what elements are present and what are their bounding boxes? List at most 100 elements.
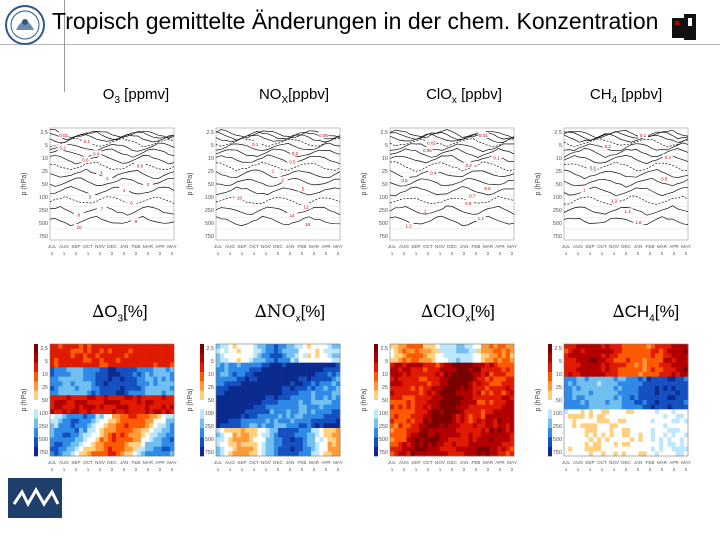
- heat-cell: [605, 372, 610, 377]
- heat-cell: [671, 432, 676, 438]
- heat-cell: [398, 386, 403, 391]
- heat-cell: [572, 437, 577, 443]
- heat-cell: [294, 432, 299, 438]
- heat-cell: [621, 414, 627, 419]
- heat-cell: [249, 390, 254, 396]
- contour-line: [49, 206, 175, 216]
- heat-cell: [216, 428, 221, 433]
- x-tick-label: SEP: [585, 460, 594, 465]
- heat-cell: [149, 409, 154, 415]
- heat-cell: [124, 437, 129, 443]
- heat-cell: [638, 409, 643, 415]
- heat-cell: [140, 423, 146, 429]
- heat-cell: [642, 381, 647, 387]
- heat-cell: [630, 432, 635, 438]
- heat-cell: [315, 358, 320, 363]
- heat-cell: [423, 400, 428, 405]
- heat-cell: [240, 446, 246, 452]
- heat-cell: [659, 451, 664, 457]
- heat-cell: [331, 428, 337, 433]
- heat-cell: [485, 428, 490, 433]
- heat-cell: [675, 442, 681, 447]
- heat-cell: [398, 442, 403, 447]
- heat-cell: [390, 428, 395, 433]
- heat-cell: [443, 451, 449, 457]
- heat-cell: [683, 451, 689, 457]
- heat-cell: [663, 437, 668, 443]
- heat-cell: [335, 358, 341, 363]
- heat-cell: [228, 353, 233, 359]
- contour-label: 0.1: [640, 133, 647, 138]
- heat-cell: [124, 428, 129, 433]
- heat-cell: [315, 418, 320, 424]
- heat-cell: [74, 372, 80, 377]
- heat-cell: [244, 367, 250, 373]
- heat-cell: [447, 404, 453, 410]
- heat-cell: [460, 432, 465, 438]
- heat-cell: [306, 428, 312, 433]
- heat-cell: [683, 348, 689, 354]
- heat-cell: [613, 404, 619, 410]
- heat-cell: [315, 344, 320, 349]
- heat-cell: [265, 404, 271, 410]
- heat-cell: [489, 418, 494, 424]
- heat-cell: [638, 414, 643, 419]
- heat-cell: [638, 367, 643, 373]
- heat-cell: [128, 344, 133, 349]
- heat-cell: [78, 390, 84, 396]
- heat-cell: [617, 376, 623, 382]
- heat-cell: [240, 372, 246, 377]
- heat-cell: [236, 395, 242, 401]
- heat-cell: [161, 348, 167, 354]
- heat-cell: [435, 376, 440, 382]
- heat-cell: [99, 409, 105, 415]
- heat-cell: [66, 451, 71, 457]
- y-tick-label: 100: [553, 411, 562, 417]
- heat-cell: [452, 376, 457, 382]
- heat-cell: [576, 442, 581, 447]
- heat-cell: [224, 362, 229, 368]
- heat-cell: [427, 358, 432, 363]
- heat-cell: [654, 437, 660, 443]
- heat-cell: [306, 418, 312, 424]
- heat-cell: [78, 367, 84, 373]
- heat-cell: [630, 362, 635, 368]
- heat-cell: [228, 428, 233, 433]
- heat-cell: [232, 381, 237, 387]
- heat-cell: [456, 372, 461, 377]
- heat-cell: [464, 381, 469, 387]
- heat-cell: [78, 348, 84, 354]
- heat-cell: [228, 418, 233, 424]
- heat-cell: [124, 451, 129, 457]
- heat-cell: [568, 367, 573, 373]
- heat-cell: [169, 353, 175, 359]
- heat-cell: [331, 362, 337, 368]
- heat-cell: [145, 446, 150, 452]
- heat-cell: [278, 395, 283, 401]
- heat-cell: [120, 437, 125, 443]
- heat-cell: [584, 381, 590, 387]
- heat-cell: [323, 409, 328, 415]
- heat-cell: [302, 432, 308, 438]
- heat-cell: [124, 353, 129, 359]
- heat-cell: [505, 442, 511, 447]
- heat-cell: [435, 353, 440, 359]
- heat-cell: [294, 395, 299, 401]
- heat-cell: [83, 409, 88, 415]
- heat-cell: [584, 348, 590, 354]
- heat-cell: [472, 344, 478, 349]
- heat-cell: [402, 344, 407, 349]
- heat-cell: [584, 432, 590, 438]
- heat-cell: [613, 348, 619, 354]
- heat-cell: [298, 442, 304, 447]
- heat-cell: [410, 381, 416, 387]
- heat-cell: [410, 344, 416, 349]
- heat-cell: [298, 390, 304, 396]
- heat-cell: [290, 358, 295, 363]
- heat-cell: [153, 376, 158, 382]
- x-year-label: 2: [451, 251, 454, 256]
- heat-cell: [249, 423, 254, 429]
- heat-cell: [667, 432, 672, 438]
- heat-cell: [327, 423, 333, 429]
- heat-cell: [431, 358, 436, 363]
